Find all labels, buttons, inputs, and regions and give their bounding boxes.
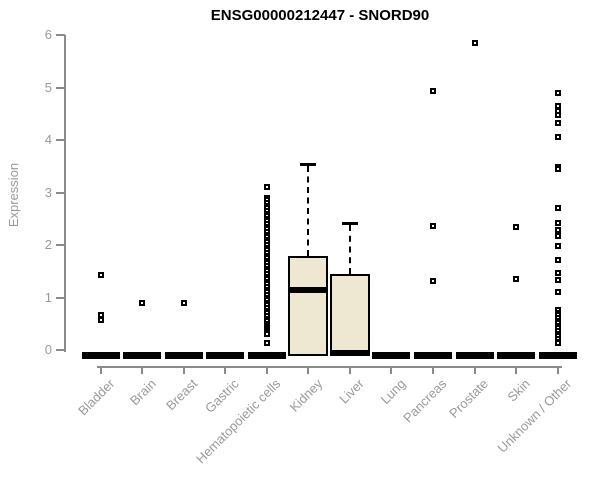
x-category-label: Kidney: [286, 376, 325, 415]
outlier-point: [471, 39, 478, 46]
outlier-point: [554, 102, 561, 109]
outlier-point: [263, 340, 270, 347]
outlier-point: [554, 340, 561, 347]
x-category-label: Lung: [377, 376, 409, 408]
upper-whisker: [307, 165, 310, 256]
x-category-label: Bladder: [74, 376, 118, 419]
y-axis-tick: [56, 86, 65, 89]
outlier-point: [554, 205, 561, 212]
x-category-label: Brain: [126, 376, 159, 409]
collapsed-box-zero-bar: [206, 351, 245, 359]
collapsed-box-zero-bar: [123, 351, 162, 359]
upper-whisker-cap: [300, 162, 317, 166]
x-axis-tick: [141, 366, 144, 374]
x-axis-tick: [265, 366, 268, 374]
x-category-label: Gastric: [202, 376, 242, 416]
x-axis-tick: [515, 366, 518, 374]
y-axis-tick: [56, 296, 65, 299]
x-category-label: Prostate: [446, 376, 492, 421]
y-tick-label: 0: [44, 342, 52, 357]
y-axis-tick: [56, 34, 65, 36]
x-axis-tick: [432, 366, 434, 374]
collapsed-box-zero-bar: [81, 351, 120, 359]
outlier-point: [554, 269, 561, 276]
outlier-point: [554, 288, 561, 295]
outlier-point: [513, 275, 520, 282]
x-axis-line: [96, 366, 562, 368]
collapsed-box-zero-bar: [414, 351, 452, 359]
outlier-point: [554, 89, 561, 96]
box-body: [329, 273, 370, 356]
y-axis-tick: [56, 191, 65, 194]
outlier-point: [97, 316, 104, 323]
x-axis-tick: [99, 366, 102, 374]
x-axis-tick: [390, 366, 393, 374]
x-axis-tick: [473, 366, 476, 374]
outlier-point: [554, 257, 561, 264]
outlier-point: [97, 272, 104, 279]
collapsed-box-zero-bar: [247, 351, 286, 359]
collapsed-box-zero-bar: [372, 351, 411, 359]
x-axis-tick: [348, 366, 351, 374]
outlier-point: [554, 133, 561, 140]
x-axis-tick: [556, 366, 559, 374]
y-axis-tick: [56, 244, 65, 246]
box-body: [288, 255, 329, 356]
outlier-point: [554, 242, 561, 249]
outlier-point: [513, 223, 520, 230]
outlier-point: [554, 277, 561, 284]
x-category-label: Breast: [163, 376, 201, 414]
y-tick-label: 1: [44, 289, 52, 305]
y-tick-label: 6: [44, 27, 52, 42]
collapsed-box-zero-bar: [164, 351, 203, 359]
x-category-label: Unknown / Other: [494, 376, 575, 456]
outlier-point: [554, 219, 561, 226]
upper-whisker: [348, 224, 351, 274]
collapsed-box-zero-bar: [538, 351, 577, 359]
y-tick-label: 5: [44, 79, 52, 95]
collapsed-box-zero-bar: [455, 351, 494, 359]
outlier-point: [554, 119, 561, 126]
chart-title: ENSG00000212447 - SNORD90: [210, 7, 430, 24]
outlier-point: [139, 299, 146, 306]
outlier-point: [263, 331, 270, 338]
x-axis-tick: [224, 366, 227, 374]
outlier-point: [554, 166, 561, 173]
outlier-point: [180, 299, 187, 306]
y-tick-label: 2: [44, 237, 52, 252]
upper-whisker-cap: [341, 221, 358, 225]
median-line: [329, 350, 370, 356]
x-axis-tick: [307, 366, 310, 374]
outlier-point: [430, 278, 436, 285]
collapsed-box-zero-bar: [497, 351, 536, 359]
x-axis-tick: [182, 366, 185, 374]
outlier-point: [430, 223, 436, 230]
x-category-label: Liver: [335, 376, 367, 407]
outlier-point: [554, 233, 561, 240]
x-category-label: Skin: [504, 376, 533, 405]
y-axis-tick: [56, 139, 65, 141]
y-tick-label: 4: [44, 132, 52, 147]
outlier-point: [554, 227, 561, 234]
y-axis-tick: [56, 349, 65, 351]
outlier-point: [430, 88, 436, 95]
outlier-point: [263, 184, 270, 191]
y-axis-line: [64, 35, 66, 352]
y-tick-label: 3: [44, 184, 52, 200]
outlier-point: [554, 111, 561, 118]
median-line: [288, 286, 329, 293]
x-category-label: Pancreas: [400, 376, 450, 426]
